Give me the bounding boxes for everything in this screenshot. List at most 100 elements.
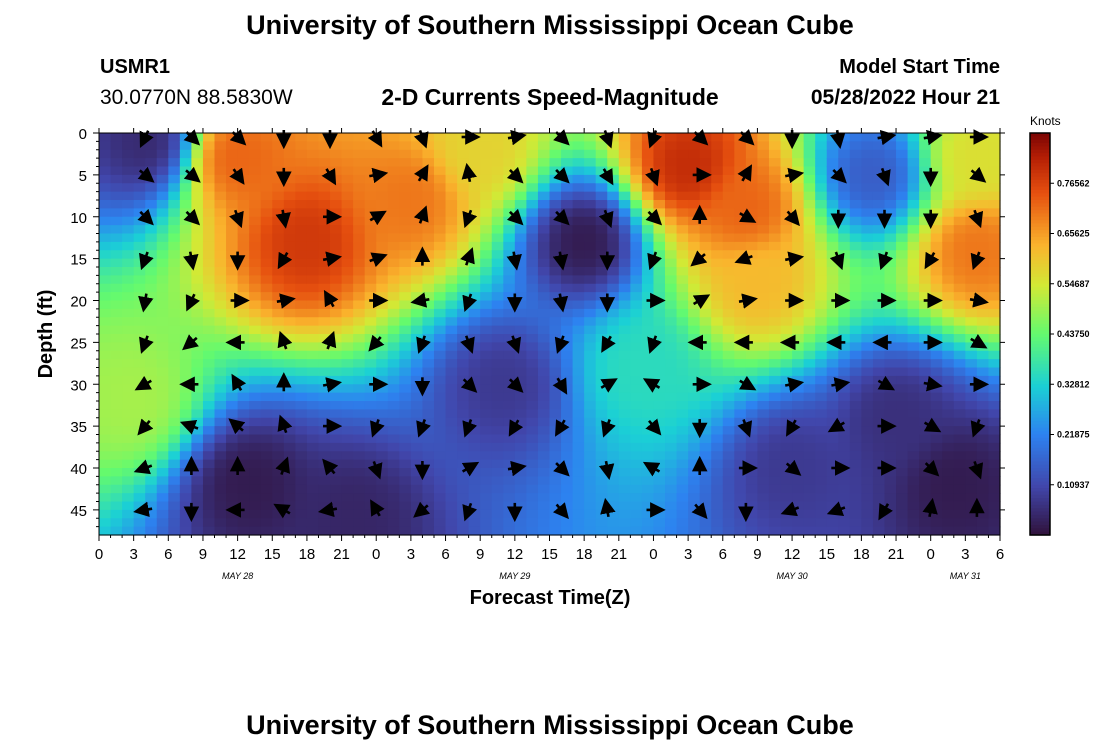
- heatmap-cell: [930, 509, 943, 519]
- heatmap-cell: [965, 526, 978, 536]
- heatmap-cell: [214, 334, 227, 343]
- heatmap-cell: [237, 200, 250, 209]
- heatmap-cell: [410, 275, 424, 285]
- heatmap-cell: [618, 317, 631, 327]
- heatmap-cell: [884, 392, 897, 402]
- heatmap-cell: [965, 325, 978, 335]
- heatmap-cell: [780, 292, 793, 302]
- heatmap-cell: [260, 484, 273, 494]
- heatmap-cell: [965, 384, 978, 394]
- heatmap-cell: [930, 401, 943, 410]
- heatmap-cell: [815, 233, 828, 243]
- heatmap-cell: [491, 292, 504, 302]
- heatmap-cell: [884, 451, 897, 461]
- heatmap-cell: [156, 409, 169, 419]
- heatmap-cell: [445, 158, 458, 168]
- heatmap-cell: [641, 526, 655, 536]
- heatmap-cell: [99, 409, 112, 419]
- heatmap-cell: [272, 275, 285, 285]
- current-vector: [322, 458, 339, 476]
- heatmap-cell: [272, 317, 285, 327]
- heatmap-cell: [260, 434, 273, 444]
- heatmap-cell: [537, 367, 551, 377]
- heatmap-cell: [202, 225, 216, 235]
- current-vector: [831, 377, 851, 393]
- current-vector: [642, 461, 661, 477]
- heatmap-cell: [815, 409, 828, 419]
- heatmap-cell: [387, 241, 400, 251]
- heatmap-cell: [665, 166, 678, 176]
- heatmap-cell: [168, 292, 181, 302]
- x-tick-label: 21: [610, 546, 627, 563]
- heatmap-cell: [422, 493, 435, 503]
- heatmap-cell: [260, 166, 273, 176]
- current-vector: [784, 377, 805, 393]
- heatmap-cell: [942, 250, 955, 260]
- heatmap-cell: [884, 350, 897, 360]
- heatmap-cell: [584, 518, 597, 528]
- heatmap-cell: [607, 250, 620, 260]
- heatmap-cell: [237, 258, 250, 268]
- heatmap-cell: [122, 258, 135, 268]
- heatmap-cell: [179, 225, 193, 235]
- heatmap-cell: [353, 258, 366, 268]
- heatmap-cell: [872, 484, 886, 494]
- heatmap-cell: [826, 200, 839, 209]
- heatmap-cell: [226, 183, 239, 193]
- heatmap-cell: [792, 484, 805, 494]
- heatmap-cell: [792, 283, 805, 293]
- current-vector: [738, 375, 757, 391]
- heatmap-cell: [341, 133, 354, 142]
- heatmap-cell: [665, 241, 678, 251]
- heatmap-cell: [826, 191, 839, 201]
- heatmap-cell: [202, 476, 216, 486]
- heatmap-cell: [202, 468, 216, 477]
- heatmap-cell: [618, 476, 631, 486]
- current-vector: [969, 166, 987, 183]
- heatmap-cell: [226, 149, 239, 159]
- heatmap-cell: [676, 392, 689, 402]
- heatmap-cell: [318, 216, 331, 226]
- heatmap-cell: [202, 459, 216, 469]
- heatmap-cell: [561, 141, 574, 151]
- heatmap-cell: [838, 509, 851, 519]
- heatmap-cell: [584, 367, 597, 377]
- heatmap-cell: [376, 141, 389, 151]
- heatmap-cell: [688, 225, 701, 235]
- heatmap-cell: [872, 317, 886, 327]
- heatmap-cell: [942, 174, 955, 184]
- colorbar-segment: [1030, 447, 1050, 452]
- heatmap-cell: [688, 434, 701, 444]
- heatmap-cell: [711, 174, 724, 184]
- heatmap-cell: [884, 233, 897, 243]
- heatmap-cell: [942, 216, 955, 226]
- heatmap-cell: [491, 417, 504, 427]
- heatmap-cell: [953, 225, 966, 235]
- heatmap-cell: [872, 183, 886, 193]
- heatmap-cell: [526, 300, 539, 310]
- heatmap-cell: [584, 476, 597, 486]
- heatmap-cell: [780, 283, 793, 293]
- colorbar-segment: [1030, 411, 1050, 415]
- heatmap-cell: [295, 141, 308, 151]
- heatmap-cell: [561, 183, 574, 193]
- heatmap-cell: [537, 225, 551, 235]
- heatmap-cell: [572, 459, 585, 469]
- heatmap-cell: [711, 334, 724, 343]
- heatmap-cell: [295, 174, 308, 184]
- heatmap-cell: [618, 518, 631, 528]
- heatmap-cell: [861, 133, 874, 142]
- heatmap-cell: [549, 509, 562, 519]
- heatmap-cell: [688, 367, 701, 377]
- heatmap-cell: [156, 426, 169, 436]
- x-tick-label: 0: [927, 546, 935, 563]
- heatmap-cell: [202, 191, 216, 201]
- heatmap-cell: [168, 200, 181, 209]
- heatmap-cell: [953, 317, 966, 327]
- heatmap-cell: [457, 292, 470, 302]
- heatmap-cell: [468, 216, 481, 226]
- heatmap-cell: [99, 451, 112, 461]
- heatmap-cell: [122, 133, 135, 142]
- heatmap-cell: [168, 149, 181, 159]
- current-vector: [970, 333, 988, 349]
